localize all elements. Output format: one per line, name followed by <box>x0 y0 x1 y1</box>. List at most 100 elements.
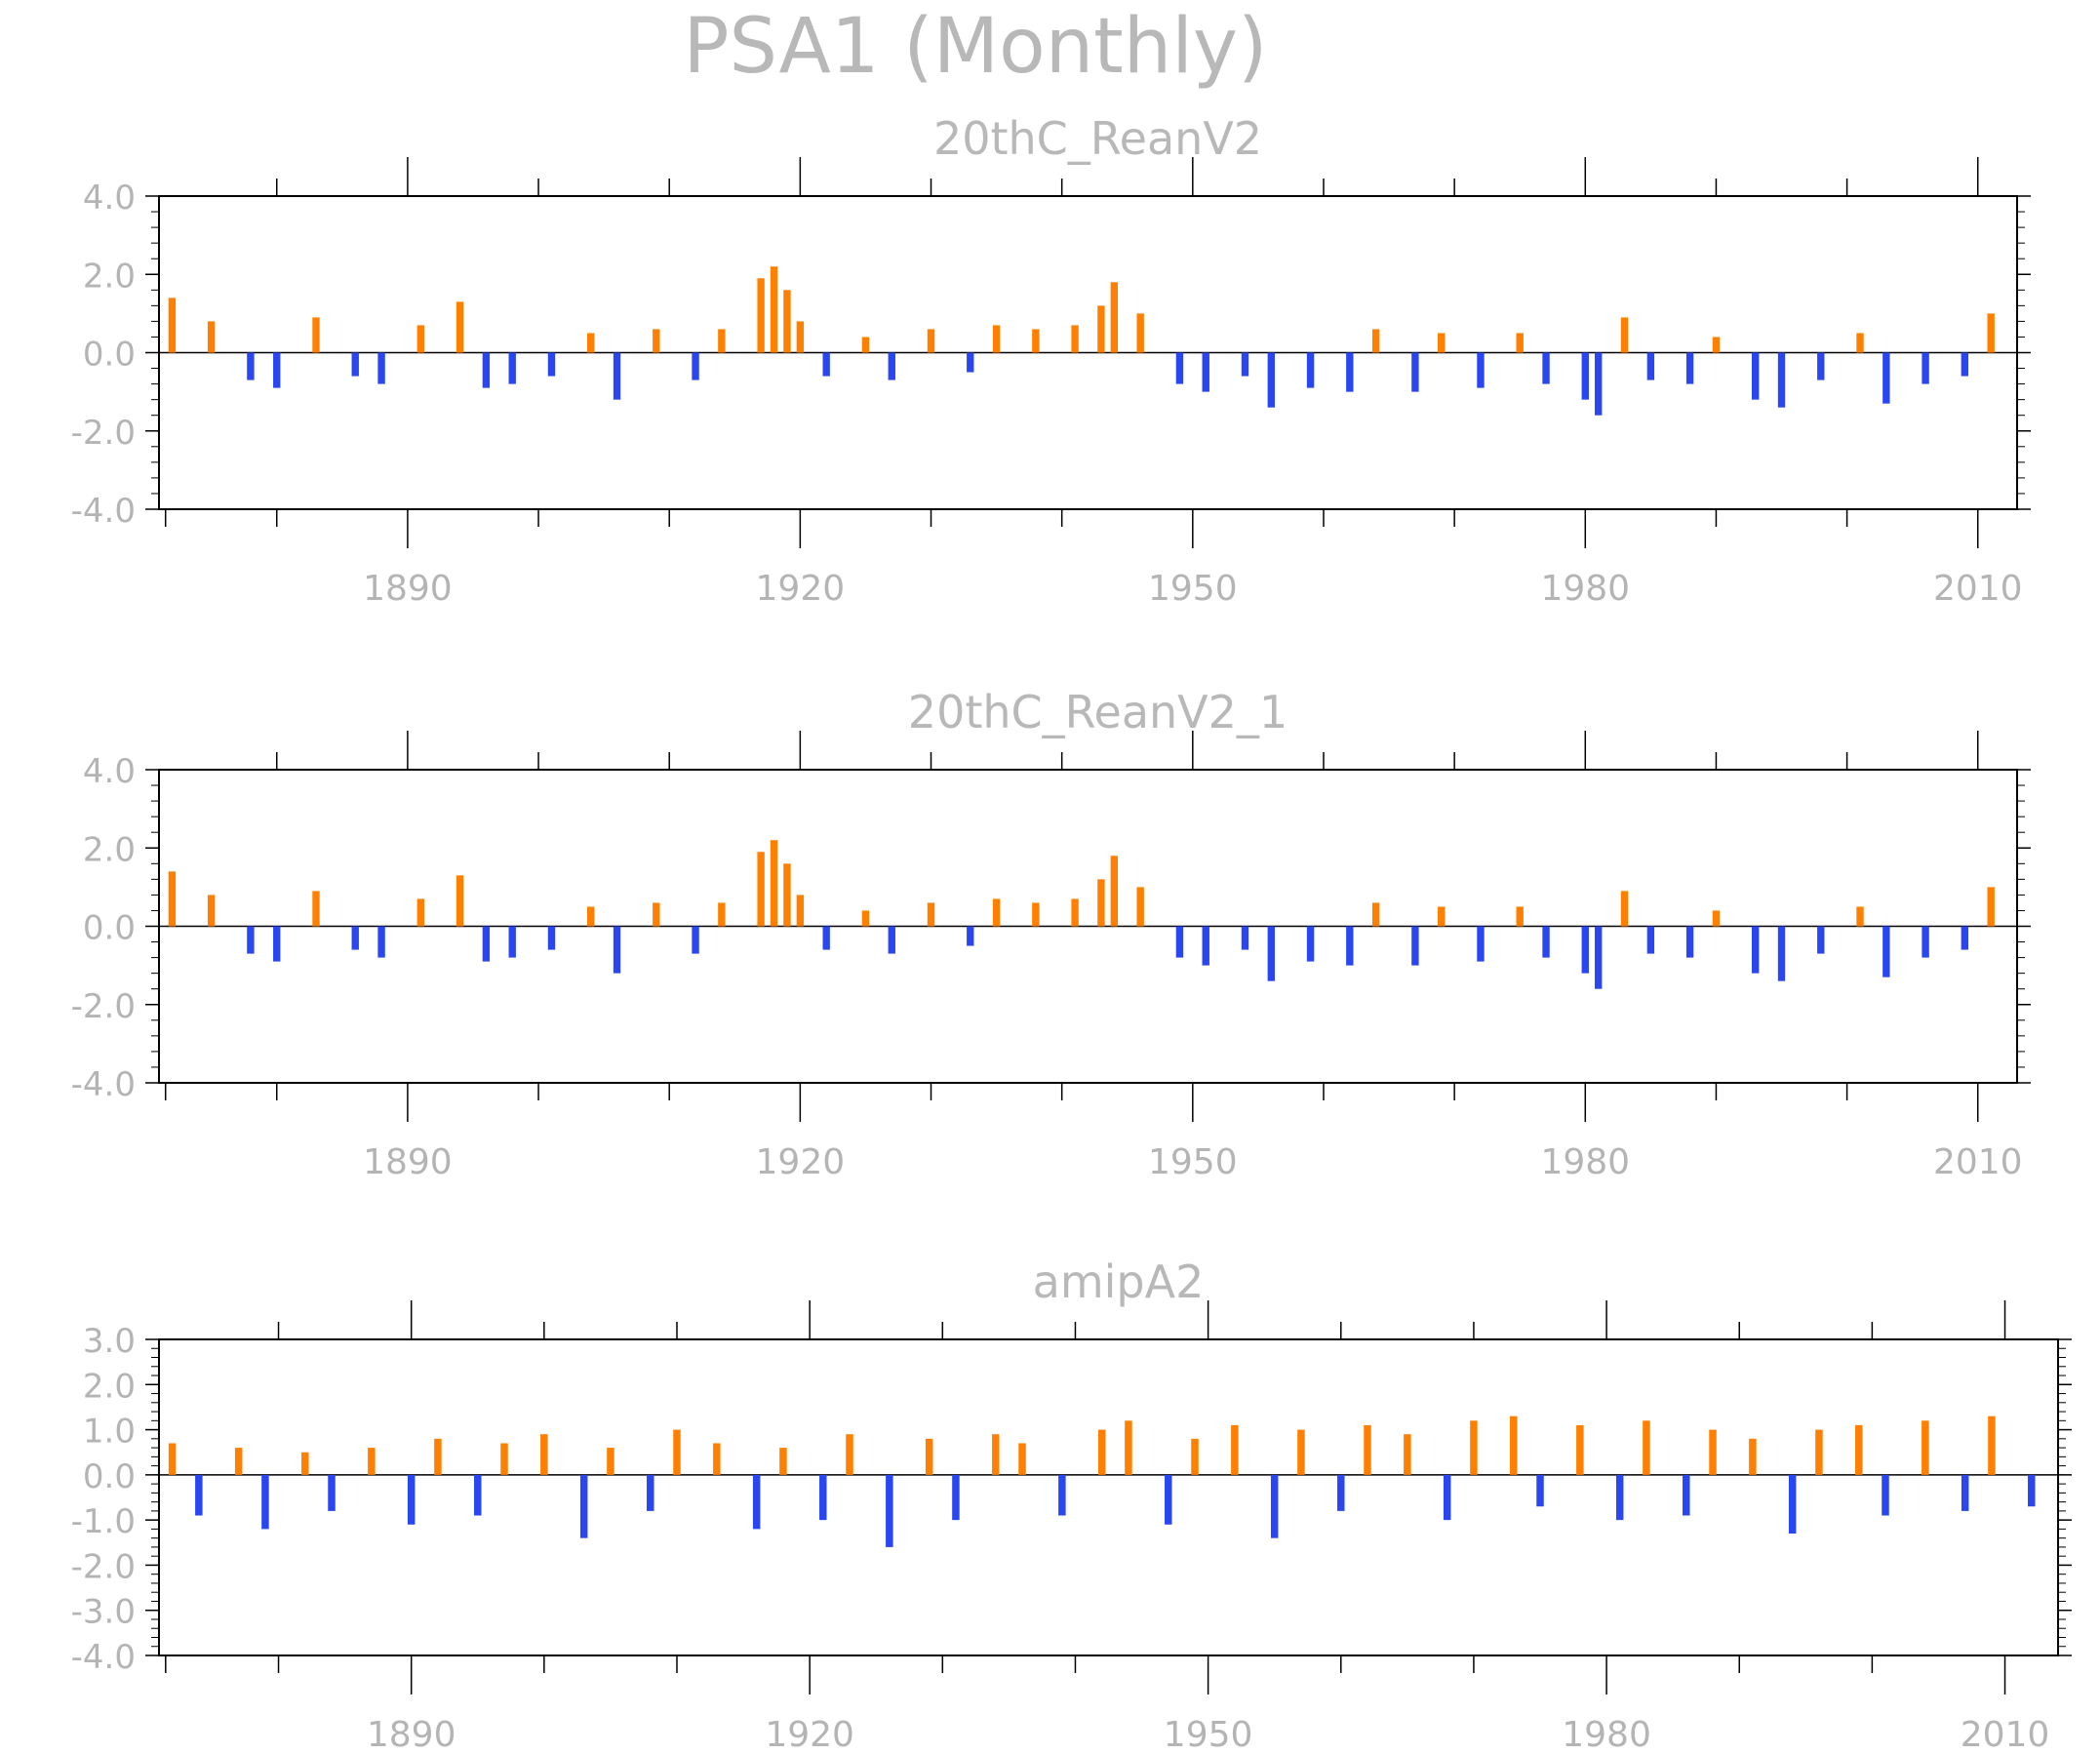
positive-bar <box>713 1443 721 1475</box>
negative-bar <box>1443 1474 1451 1521</box>
positive-bar <box>1620 891 1629 927</box>
negative-bar <box>1752 926 1760 974</box>
positive-bar <box>1712 910 1721 927</box>
x-tick-label: 2010 <box>1933 569 2023 609</box>
negative-bar <box>692 352 699 380</box>
x-tick-label: 1920 <box>756 1142 846 1182</box>
negative-bar <box>692 926 699 954</box>
positive-bar <box>1712 337 1721 353</box>
negative-bar <box>1646 926 1655 954</box>
negative-bar <box>547 926 556 950</box>
positive-bar <box>416 898 424 927</box>
negative-bar <box>351 352 359 377</box>
negative-bar <box>819 1474 827 1521</box>
negative-bar <box>351 926 359 950</box>
positive-bar <box>1620 317 1629 353</box>
y-tick-label: -4.0 <box>71 1638 136 1677</box>
y-tick-label: 2.0 <box>83 1367 136 1406</box>
negative-bar <box>1337 1474 1345 1511</box>
positive-bar <box>416 325 424 353</box>
positive-bar <box>1856 906 1864 927</box>
positive-bar <box>718 902 726 927</box>
negative-bar <box>328 1474 336 1511</box>
positive-bar <box>1576 1424 1584 1475</box>
positive-bar <box>861 337 870 353</box>
positive-bar <box>770 266 778 353</box>
positive-bar <box>1125 1420 1132 1475</box>
positive-bar <box>796 895 805 927</box>
y-tick-label: -3.0 <box>71 1593 136 1632</box>
positive-bar <box>1032 902 1040 927</box>
negative-bar <box>1542 352 1550 384</box>
negative-bar <box>261 1474 269 1530</box>
negative-bar <box>1306 352 1315 388</box>
positive-bar <box>1071 325 1079 353</box>
positive-bar <box>1071 898 1079 927</box>
positive-bar <box>1922 1420 1929 1475</box>
positive-bar <box>992 1434 1000 1475</box>
y-tick-label: 2.0 <box>83 257 136 296</box>
negative-bar <box>377 926 385 958</box>
negative-bar <box>1346 926 1354 966</box>
negative-bar <box>1241 926 1249 950</box>
positive-bar <box>1856 333 1864 353</box>
negative-bar <box>1542 926 1550 958</box>
negative-bar <box>647 1474 654 1511</box>
positive-bar <box>168 1443 177 1475</box>
y-tick-label: 0.0 <box>83 909 136 948</box>
y-tick-label: -2.0 <box>71 987 136 1026</box>
negative-bar <box>1536 1474 1544 1507</box>
positive-bar <box>1510 1415 1518 1475</box>
positive-bar <box>168 871 177 927</box>
positive-bar <box>779 1448 787 1475</box>
negative-bar <box>1411 926 1419 966</box>
negative-bar <box>1817 926 1825 954</box>
negative-bar <box>1270 1474 1279 1538</box>
x-tick-label: 2010 <box>1961 1715 2050 1754</box>
negative-bar <box>247 352 255 380</box>
negative-bar <box>1922 352 1929 384</box>
negative-bar <box>1477 352 1485 388</box>
negative-bar <box>613 926 621 974</box>
y-tick-label: -2.0 <box>71 414 136 453</box>
x-tick-label: 1980 <box>1562 1715 1651 1754</box>
positive-bar <box>207 321 216 353</box>
negative-bar <box>273 352 281 388</box>
negative-bar <box>967 926 974 946</box>
positive-bar <box>1371 329 1380 353</box>
y-tick-label: -4.0 <box>71 492 136 531</box>
negative-bar <box>1882 926 1890 977</box>
positive-bar <box>1032 329 1040 353</box>
positive-bar <box>1855 1424 1863 1475</box>
negative-bar <box>1581 352 1589 400</box>
positive-bar <box>1297 1429 1305 1475</box>
negative-bar <box>1165 1474 1172 1525</box>
positive-bar <box>1987 887 1995 927</box>
negative-bar <box>1961 1474 1969 1511</box>
negative-bar <box>1595 352 1603 416</box>
positive-bar <box>757 278 765 353</box>
positive-bar <box>1988 1415 1996 1475</box>
positive-bar <box>500 1443 508 1475</box>
y-tick-label: 4.0 <box>83 179 136 218</box>
y-tick-label: -1.0 <box>71 1502 136 1541</box>
negative-bar <box>508 926 516 958</box>
panel-title: amipA2 <box>1033 1256 1205 1308</box>
positive-bar <box>653 902 660 927</box>
positive-bar <box>653 329 660 353</box>
negative-bar <box>1685 352 1694 384</box>
negative-bar <box>886 1474 893 1547</box>
positive-bar <box>1470 1420 1478 1475</box>
figure-title: PSA1 (Monthly) <box>684 3 1268 91</box>
positive-bar <box>1709 1429 1717 1475</box>
positive-bar <box>1815 1429 1823 1475</box>
negative-bar <box>1882 1474 1889 1516</box>
positive-bar <box>1438 333 1446 353</box>
panel-2: 20thC_ReanV2_1 4.0 2.0 0.0 -2.0 -4.0 1890 1920 1… <box>71 686 2031 1182</box>
y-tick-label: 0.0 <box>83 1457 136 1496</box>
x-tick-label: 1950 <box>1164 1715 1253 1754</box>
positive-bar <box>207 895 216 927</box>
positive-bar <box>1110 856 1119 927</box>
x-tick-label: 1950 <box>1148 569 1238 609</box>
panel-title: 20thC_ReanV2 <box>933 112 1262 165</box>
